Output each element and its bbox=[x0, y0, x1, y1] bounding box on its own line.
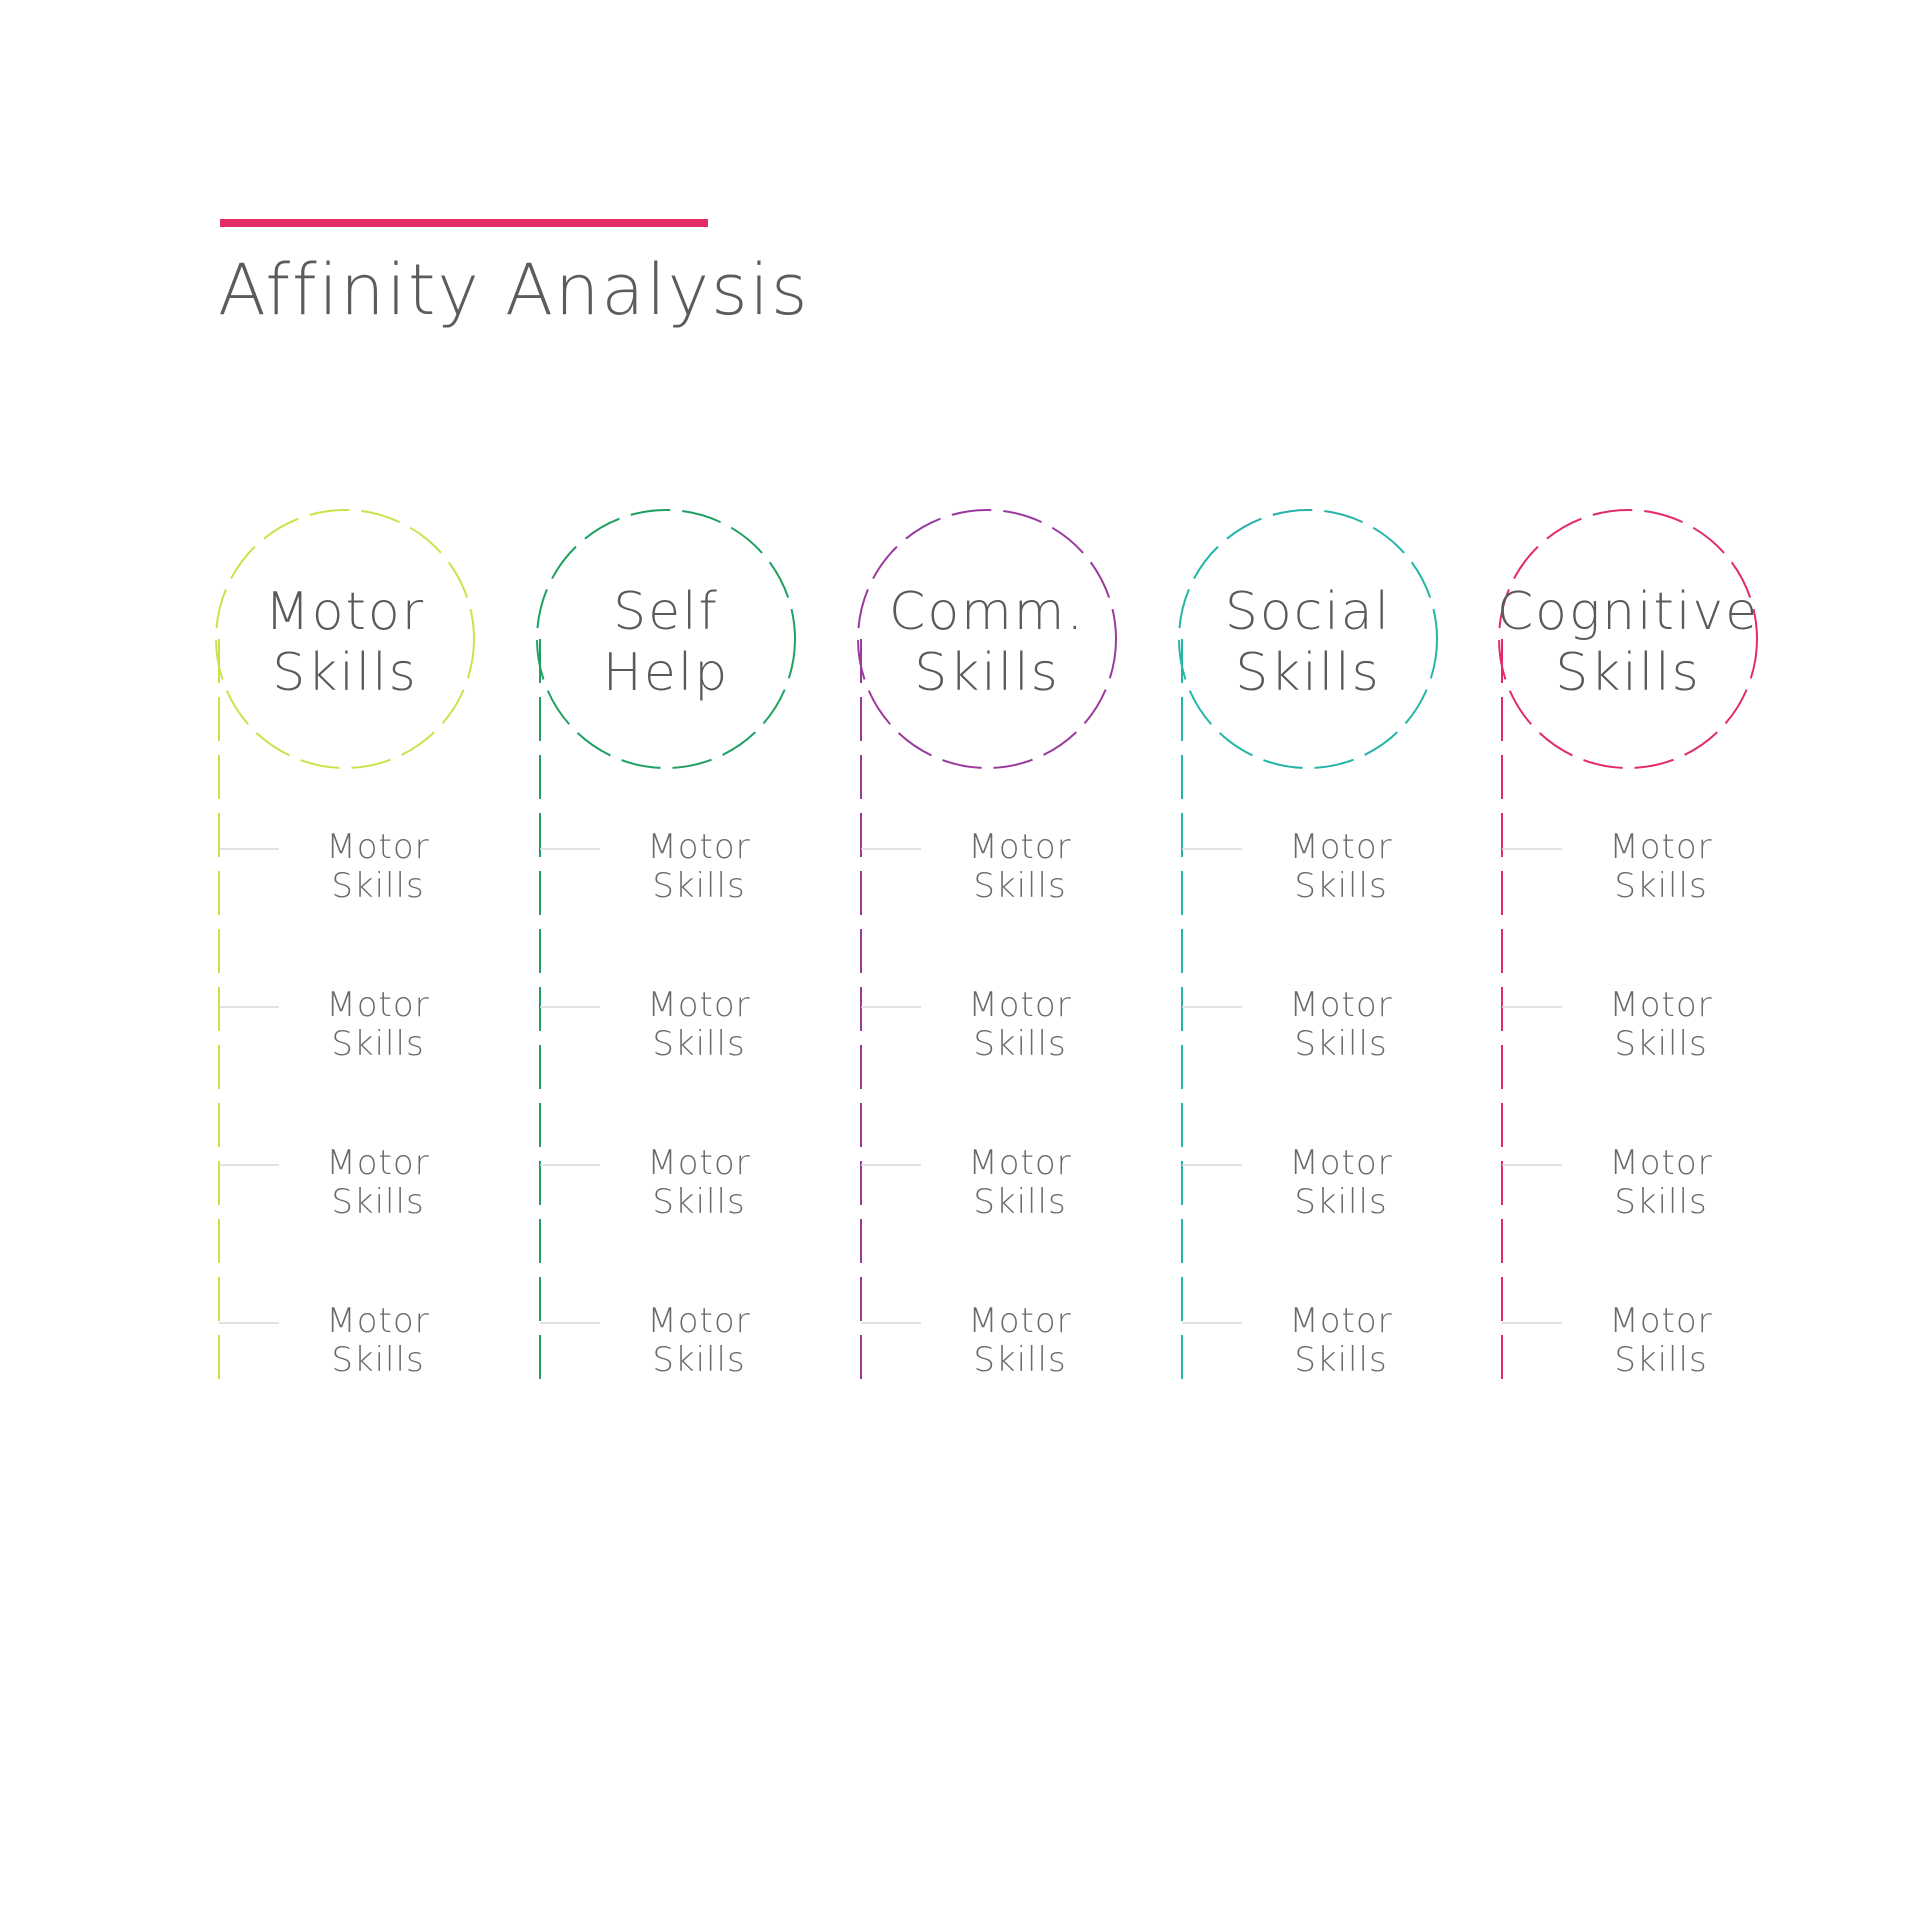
list-item: Motor Skills bbox=[968, 1143, 1072, 1222]
page-title: Affinity Analysis bbox=[218, 249, 810, 331]
list-item: Motor Skills bbox=[326, 1301, 430, 1380]
list-item: Motor Skills bbox=[1289, 1301, 1393, 1380]
category-frame bbox=[857, 509, 1117, 1380]
list-item: Motor Skills bbox=[1609, 1143, 1713, 1222]
category-frame bbox=[536, 509, 796, 1380]
category-title-line1: Comm. bbox=[889, 582, 1085, 642]
list-item: Motor Skills bbox=[647, 985, 751, 1064]
category-title-line1: Motor bbox=[264, 582, 426, 642]
category-circle bbox=[1178, 509, 1438, 769]
list-item: Motor Skills bbox=[1289, 1143, 1393, 1222]
category-frame bbox=[1178, 509, 1438, 1380]
category-social-skills: Social Skills Motor Skills Motor Skills … bbox=[1178, 509, 1479, 1390]
category-title-line2: Help bbox=[602, 643, 730, 703]
list-item: Motor Skills bbox=[968, 827, 1072, 906]
category-title-line1: Self bbox=[613, 582, 719, 642]
category-circle bbox=[215, 509, 475, 769]
category-title-line2: Skills bbox=[914, 643, 1060, 703]
category-title-line1: Cognitive bbox=[1496, 582, 1760, 642]
list-item: Motor Skills bbox=[326, 985, 430, 1064]
list-item: Motor Skills bbox=[647, 1143, 751, 1222]
list-item: Motor Skills bbox=[968, 985, 1072, 1064]
list-item: Motor Skills bbox=[1289, 985, 1393, 1064]
category-title-line2: Skills bbox=[1555, 643, 1701, 703]
category-circle bbox=[536, 509, 796, 769]
category-title-line2: Skills bbox=[1235, 643, 1381, 703]
category-title: Social Skills bbox=[1175, 582, 1441, 704]
category-frame bbox=[215, 509, 475, 1380]
category-title-line2: Skills bbox=[272, 643, 418, 703]
list-item: Motor Skills bbox=[647, 1301, 751, 1380]
title-accent-bar bbox=[220, 219, 708, 227]
category-title: Motor Skills bbox=[212, 582, 478, 704]
category-title: Cognitive Skills bbox=[1495, 582, 1761, 704]
list-item: Motor Skills bbox=[1609, 827, 1713, 906]
category-motor-skills: Motor Skills Motor Skills Motor Skills M… bbox=[215, 509, 516, 1390]
category-title-line1: Social bbox=[1224, 582, 1392, 642]
category-cognitive-skills: Cognitive Skills Motor Skills Motor Skil… bbox=[1497, 509, 1799, 1390]
list-item: Motor Skills bbox=[326, 1143, 430, 1222]
list-item: Motor Skills bbox=[1609, 1301, 1713, 1380]
category-circle bbox=[857, 509, 1117, 769]
category-title: Self Help bbox=[533, 582, 799, 704]
category-frame bbox=[1498, 509, 1758, 1380]
list-item: Motor Skills bbox=[1609, 985, 1713, 1064]
list-item: Motor Skills bbox=[968, 1301, 1072, 1380]
list-item: Motor Skills bbox=[326, 827, 430, 906]
list-item: Motor Skills bbox=[647, 827, 751, 906]
category-comm-skills: Comm. Skills Motor Skills Motor Skills M… bbox=[857, 509, 1158, 1390]
category-self-help: Self Help Motor Skills Motor Skills Moto… bbox=[536, 509, 837, 1390]
category-title: Comm. Skills bbox=[854, 582, 1120, 704]
list-item: Motor Skills bbox=[1289, 827, 1393, 906]
category-circle bbox=[1498, 509, 1758, 769]
